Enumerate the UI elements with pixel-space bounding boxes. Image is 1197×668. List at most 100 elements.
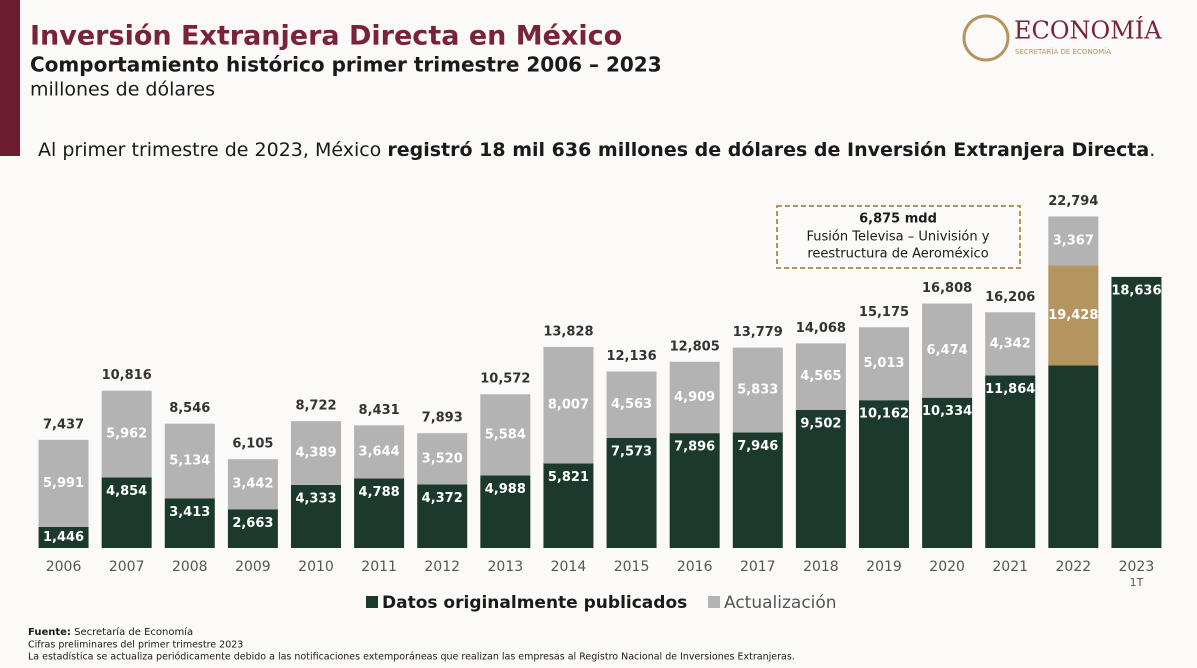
- bar-segment: [795, 409, 846, 548]
- subtitle: Comportamiento histórico primer trimestr…: [30, 53, 662, 77]
- bar-segment: [38, 526, 89, 548]
- bar-segment: [227, 459, 278, 510]
- value-label: 5,821: [548, 470, 589, 485]
- units: millones de dólares: [30, 79, 215, 101]
- x-tick-label: 2010: [298, 559, 334, 575]
- bar-segment: [101, 390, 152, 478]
- note: Cifras preliminares del primer trimestre…: [28, 640, 243, 651]
- x-tick-label: 2019: [866, 559, 902, 575]
- x-tick-label: 2014: [551, 559, 587, 575]
- bar-segment: [1111, 276, 1162, 548]
- x-tick-label: 2017: [740, 559, 776, 575]
- value-label: 4,389: [295, 446, 336, 461]
- total-label: 13,779: [733, 325, 783, 340]
- value-label: 4,909: [674, 390, 715, 405]
- statement: Al primer trimestre de 2023, México regi…: [38, 139, 1155, 161]
- bar-segment: [543, 463, 594, 548]
- value-label: 7,896: [674, 440, 715, 455]
- callout-line: reestructura de Aeroméxico: [807, 247, 988, 262]
- title: Inversión Extranjera Directa en México: [30, 21, 622, 52]
- x-tick-label: 2007: [109, 559, 145, 575]
- value-label: 8,007: [548, 398, 589, 413]
- x-tick-label: 2013: [488, 559, 524, 575]
- value-label: 3,442: [232, 477, 273, 492]
- value-label: 7,946: [737, 439, 778, 454]
- bar-segment: [732, 347, 783, 433]
- legend-swatch: [366, 596, 378, 608]
- bar-segment: [985, 375, 1036, 548]
- value-label: 4,565: [800, 369, 841, 384]
- source: Fuente: Secretaría de Economía: [28, 626, 193, 638]
- source-label: Fuente:: [28, 627, 71, 638]
- value-label: 5,584: [485, 427, 526, 442]
- bar-segment: [1048, 365, 1099, 548]
- x-tick-label: 2006: [46, 559, 82, 575]
- legend-label: Actualización: [724, 593, 837, 613]
- x-tick-label: 2022: [1056, 559, 1092, 575]
- note: La estadística se actualiza periódicamen…: [28, 652, 795, 663]
- x-tick-label: 2021: [992, 559, 1028, 575]
- x-tick-label: 2018: [803, 559, 839, 575]
- total-label: 7,893: [422, 411, 463, 426]
- bar-segment: [291, 484, 341, 548]
- bar-segment: [417, 433, 468, 485]
- bar-segment: [606, 371, 657, 438]
- value-label: 7,573: [611, 444, 652, 459]
- legend-swatch: [708, 596, 720, 608]
- value-label: 4,342: [990, 336, 1031, 351]
- bar-segment: [1048, 216, 1099, 266]
- x-tick-label: 2015: [614, 559, 650, 575]
- annotation: 19,428: [1048, 308, 1098, 323]
- total-label: 8,431: [359, 403, 400, 418]
- total-label: 6,105: [232, 437, 273, 452]
- bar-segment: [543, 346, 594, 464]
- value-label: 10,334: [922, 404, 972, 419]
- total-label: 7,437: [43, 417, 84, 432]
- callout-line: Fusión Televisa – Univisión y: [807, 230, 990, 245]
- value-label: 1,446: [43, 530, 84, 545]
- legend-label: Datos originalmente publicados: [382, 593, 687, 613]
- total-label: 14,068: [796, 321, 846, 336]
- value-label: 3,644: [359, 444, 400, 459]
- bar-segment: [732, 432, 783, 548]
- total-label: 10,816: [102, 368, 152, 383]
- x-tick-label: 2008: [172, 559, 208, 575]
- bar-segment: [985, 312, 1036, 376]
- x-tick-label: 2023: [1119, 559, 1155, 575]
- bar-segment: [922, 397, 973, 548]
- value-label: 4,372: [422, 491, 463, 506]
- value-label: 5,013: [863, 356, 904, 371]
- value-label: 4,333: [295, 491, 336, 506]
- x-tick-label: 2020: [929, 559, 965, 575]
- bar-segment: [354, 478, 405, 548]
- x-tick-label: 2016: [677, 559, 713, 575]
- total-label: 8,546: [169, 401, 210, 416]
- bar-segment: [795, 343, 846, 410]
- statement-normal: Al primer trimestre de 2023, México: [38, 139, 387, 161]
- bar-segment: [1048, 265, 1099, 366]
- bar-segment: [354, 425, 405, 479]
- value-label: 10,162: [859, 407, 909, 422]
- callout-box: [776, 205, 1021, 269]
- bar-segment: [669, 433, 720, 548]
- source-text: Secretaría de Economía: [71, 626, 193, 638]
- value-label: 3,413: [169, 505, 210, 520]
- value-label: 2,663: [232, 516, 273, 531]
- total-label: 16,206: [985, 290, 1035, 305]
- total-label: 22,794: [1048, 194, 1098, 209]
- value-label: 9,502: [800, 416, 841, 431]
- value-label: 5,962: [106, 427, 147, 442]
- bar-segment: [480, 475, 531, 548]
- value-label: 5,134: [169, 454, 210, 469]
- value-label: 4,788: [359, 485, 400, 500]
- value-label: 3,520: [422, 451, 463, 466]
- bar-segment: [480, 394, 531, 476]
- bar-segment: [38, 439, 89, 527]
- bar-segment: [291, 421, 341, 485]
- total-label: 8,722: [295, 399, 336, 414]
- total-label: 13,828: [543, 324, 593, 339]
- bar-segment: [417, 484, 468, 548]
- bar-segment: [101, 477, 152, 548]
- value-label: 4,988: [485, 482, 526, 497]
